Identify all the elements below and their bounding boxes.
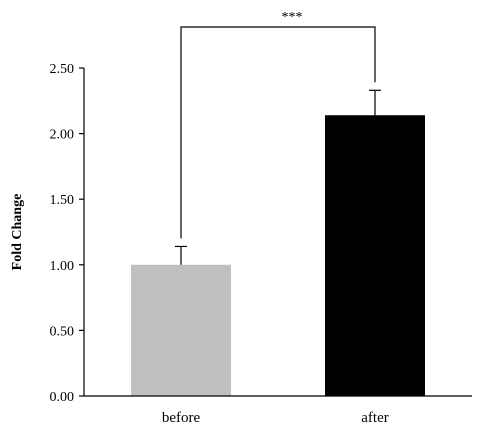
y-tick-label: 1.50	[50, 193, 75, 208]
x-category-label: after	[361, 410, 388, 426]
y-tick-label: 0.00	[50, 390, 75, 405]
y-tick-label: 0.50	[50, 324, 75, 339]
y-ticks-group: 0.00 0.50 1.00 1.50 2.00 2.50	[50, 62, 84, 405]
bars-group	[131, 115, 425, 397]
y-tick-label: 2.50	[50, 62, 75, 77]
y-axis-title: Fold Change	[10, 194, 25, 271]
x-category-label: before	[162, 410, 201, 426]
significance-stars: ***	[282, 10, 303, 25]
y-tick-label: 1.00	[50, 259, 75, 274]
x-labels-group: before after	[162, 410, 389, 426]
bar-before	[131, 264, 231, 396]
error-bars-group	[175, 89, 381, 265]
significance-bracket: ***	[180, 10, 376, 239]
significance-bracket-line	[180, 26, 376, 239]
y-tick-label: 2.00	[50, 128, 75, 143]
axes-group	[83, 68, 472, 397]
bar-after	[325, 115, 425, 397]
